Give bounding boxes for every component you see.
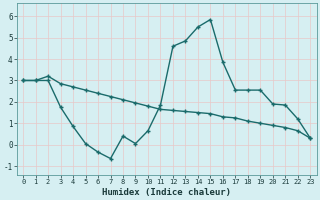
X-axis label: Humidex (Indice chaleur): Humidex (Indice chaleur): [102, 188, 231, 197]
